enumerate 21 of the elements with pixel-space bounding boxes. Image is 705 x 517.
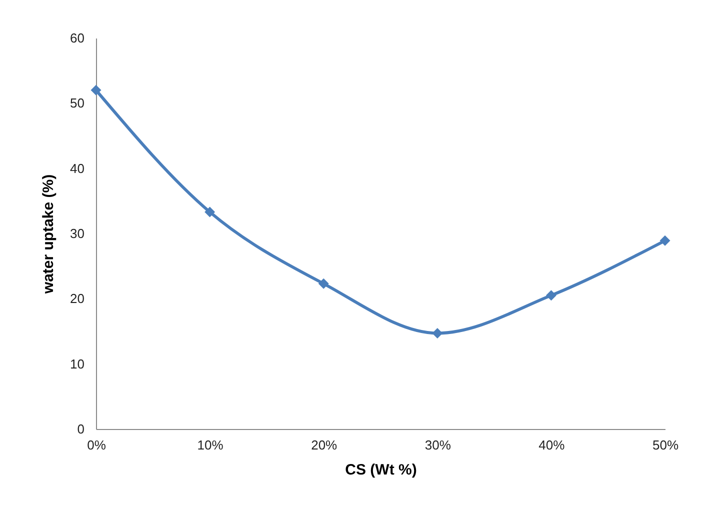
y-tick-label: 60 [70,30,84,46]
point [90,84,102,96]
x-tick-label: 0% [87,438,106,452]
x-tick-label: 20% [311,438,338,452]
y-tick-label: 40 [70,160,84,176]
point [204,206,216,218]
x-tick-label: 30% [424,438,452,452]
x-tick-label: 40% [538,438,566,452]
x-tick-label: 50% [652,438,679,452]
point [660,235,670,246]
y-tick-label: 50 [70,96,84,111]
x-axis-title: CS (Wt %) [345,462,417,478]
y-tick-label: 30 [70,226,84,241]
y-axis-title: water uptake (%) [40,174,58,295]
point [546,290,556,301]
point [318,278,329,289]
x-tick-label: 10% [197,438,224,452]
y-tick-label: 0 [77,422,84,436]
y-tick-label: 20 [70,291,84,306]
point [432,328,443,338]
y-tick-label: 10 [70,356,84,372]
